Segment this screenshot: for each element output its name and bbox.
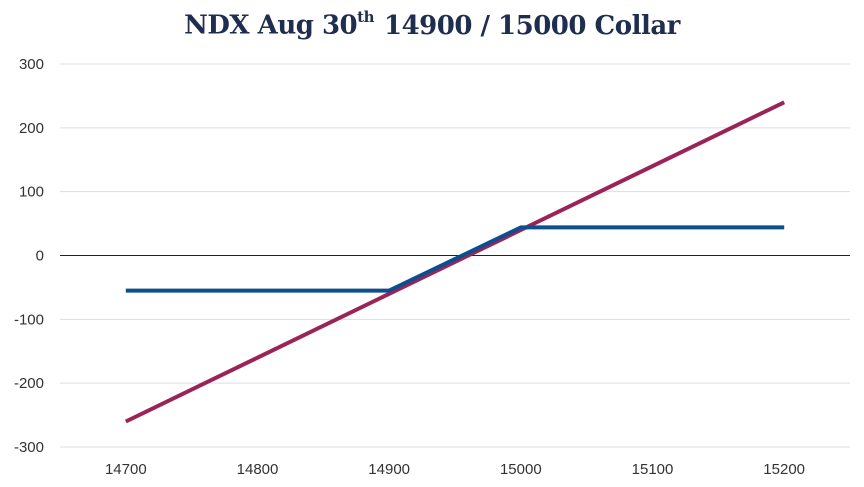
y-tick-label: -300 xyxy=(14,439,44,456)
y-tick-label: 300 xyxy=(19,56,44,73)
chart-title-main: NDX Aug 30 xyxy=(184,10,358,41)
y-tick-label: 100 xyxy=(19,184,44,201)
chart-title: NDX Aug 30th 14900 / 15000 Collar xyxy=(0,8,864,41)
series-line-2 xyxy=(125,225,785,293)
y-tick-label: 0 xyxy=(36,248,44,265)
series-line-1 xyxy=(124,100,786,424)
x-tick-label: 15200 xyxy=(763,461,805,478)
x-axis-labels: 14700 14800 14900 15000 15100 15200 xyxy=(105,461,805,478)
chart-title-superscript: th xyxy=(357,8,374,26)
y-axis-labels: 300 200 100 0 -100 -200 -300 xyxy=(14,56,44,456)
grid-lines xyxy=(60,63,850,448)
series-group xyxy=(124,100,786,424)
y-tick-label: -200 xyxy=(14,375,44,392)
x-tick-label: 15000 xyxy=(500,461,542,478)
chart-title-rest: 14900 / 15000 Collar xyxy=(383,10,680,41)
x-tick-label: 14800 xyxy=(237,461,279,478)
x-tick-label: 15100 xyxy=(632,461,674,478)
y-tick-label: -100 xyxy=(14,311,44,328)
x-tick-label: 14900 xyxy=(368,461,410,478)
x-tick-label: 14700 xyxy=(105,461,147,478)
y-tick-label: 200 xyxy=(19,120,44,137)
